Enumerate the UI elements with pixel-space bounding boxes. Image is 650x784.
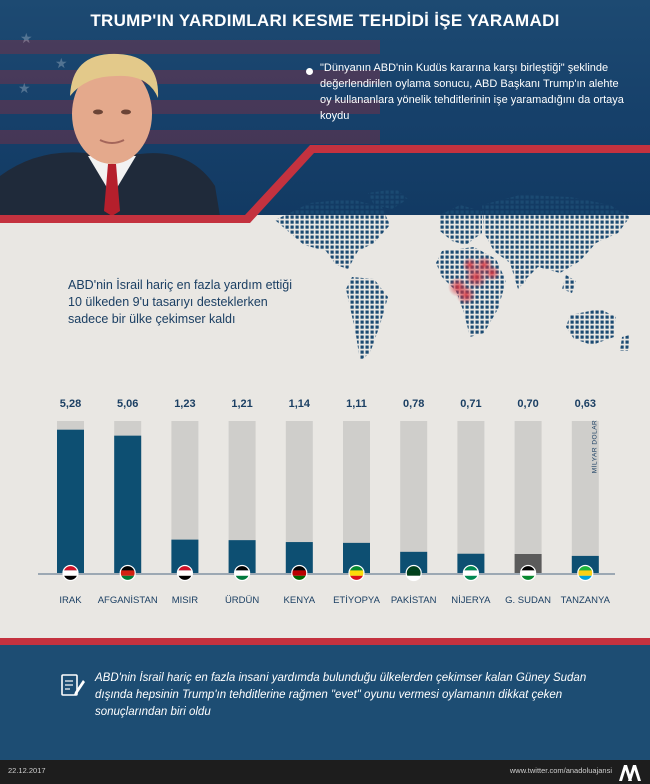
quote-text: "Dünyanın ABD'nin Kudüs kararına karşı b… (320, 62, 624, 122)
red-divider (0, 145, 650, 223)
bar-value-label: 1,23 (174, 398, 195, 410)
footer: 22.12.2017 www.twitter.com/anadoluajansi… (0, 760, 650, 784)
category-label: NİJERYA (451, 595, 491, 606)
lead-text: ABD'nin İsrail hariç en fazla yardım ett… (68, 278, 293, 326)
aid-bar-chart: 5,28 IRAK 5,06 AFGANİSTAN 1,23 MISIR 1,21 ÜRDÜN… (38, 398, 615, 606)
bar-value-label: 0,71 (460, 398, 481, 410)
category-label: IRAK (59, 595, 82, 606)
category-label: PAKİSTAN (391, 595, 437, 606)
flag-icon (176, 564, 193, 582)
bar-value-label: 5,06 (117, 398, 138, 410)
flag-icon (405, 564, 422, 582)
category-label: KENYA (284, 595, 316, 606)
bar-value-label: 0,63 (575, 398, 596, 410)
bar-value-label: 1,11 (346, 398, 367, 410)
category-label: ETİYOPYA (333, 595, 380, 606)
quote-bullet-icon (306, 68, 313, 75)
bar-track (457, 421, 485, 573)
bar-value-label: 0,78 (403, 398, 424, 410)
star-icon: ★ (18, 80, 31, 96)
bar-track (514, 421, 542, 573)
footer-twitter-link[interactable]: www.twitter.com/anadoluajansi (509, 766, 612, 775)
page-title: TRUMP'IN YARDIMLARI KESME TEHDİDİ İŞE YA… (90, 11, 560, 30)
bar-track (400, 421, 428, 573)
unit-label-text: MİLYAR DOLAR (591, 419, 599, 474)
note-pencil-icon (61, 674, 85, 696)
bar (514, 554, 542, 573)
bar-value-label: 0,70 (517, 398, 538, 410)
red-divider-bottom (0, 638, 650, 646)
star-icon: ★ (20, 30, 33, 46)
bar (457, 553, 485, 573)
flag-icon (291, 564, 308, 582)
bar (57, 429, 84, 573)
category-label: MISIR (172, 595, 199, 606)
flag-icon (462, 564, 479, 582)
flag-icon (234, 564, 251, 582)
flag-stripe (0, 40, 380, 54)
unit-label: MİLYAR DOLAR (588, 410, 602, 490)
flag-icon (62, 564, 79, 582)
category-label: G. SUDAN (505, 595, 551, 606)
note-text: ABD'nin İsrail hariç en fazla insani yar… (95, 672, 587, 718)
bar-value-label: 5,28 (60, 398, 81, 410)
bar-track (571, 421, 599, 573)
star-icon: ★ (55, 55, 68, 71)
flag-icon (119, 564, 136, 582)
logo-text: AA (618, 762, 620, 763)
flag-icon (348, 564, 365, 582)
flag-icon (577, 564, 594, 582)
category-label: TANZANYA (561, 595, 611, 606)
flag-icon (519, 564, 537, 582)
bar (400, 551, 428, 573)
trump-portrait (0, 53, 220, 215)
anadolu-logo: AA (618, 762, 641, 781)
bar (114, 435, 142, 573)
header-banner: ★ ★ ★ TRUMP'IN YARDIMLARI KESME TEHDİDİ … (0, 0, 650, 215)
category-label: ÜRDÜN (225, 595, 259, 606)
footer-date: 22.12.2017 (8, 766, 46, 775)
world-map (275, 189, 630, 361)
category-label: AFGANİSTAN (98, 595, 158, 606)
bar-value-label: 1,14 (289, 398, 311, 410)
note-panel (0, 645, 650, 760)
bar-value-label: 1,21 (231, 398, 252, 410)
